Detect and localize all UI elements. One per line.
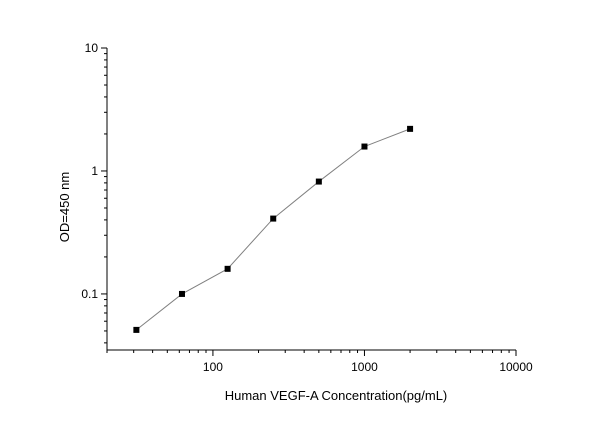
data-point (270, 215, 277, 222)
data-point (133, 326, 140, 333)
data-point (361, 143, 368, 150)
data-series (133, 125, 414, 333)
y-tick-label: 10 (85, 41, 99, 55)
data-point (178, 290, 185, 297)
x-axis-title: Human VEGF-A Concentration(pg/mL) (225, 388, 448, 403)
data-point (407, 125, 414, 132)
tick-labels: 100 1000 10000 0.1 1 10 (81, 41, 533, 374)
y-tick-label: 0.1 (81, 287, 98, 301)
data-point (315, 178, 322, 185)
x-tick-label: 10000 (499, 360, 533, 374)
axis-ticks (101, 47, 517, 356)
x-tick-label: 100 (203, 360, 223, 374)
x-tick-label: 1000 (351, 360, 378, 374)
y-axis-title: OD=450 nm (57, 172, 72, 242)
data-point (224, 265, 231, 272)
y-tick-label: 1 (91, 164, 98, 178)
series-line (136, 128, 411, 331)
